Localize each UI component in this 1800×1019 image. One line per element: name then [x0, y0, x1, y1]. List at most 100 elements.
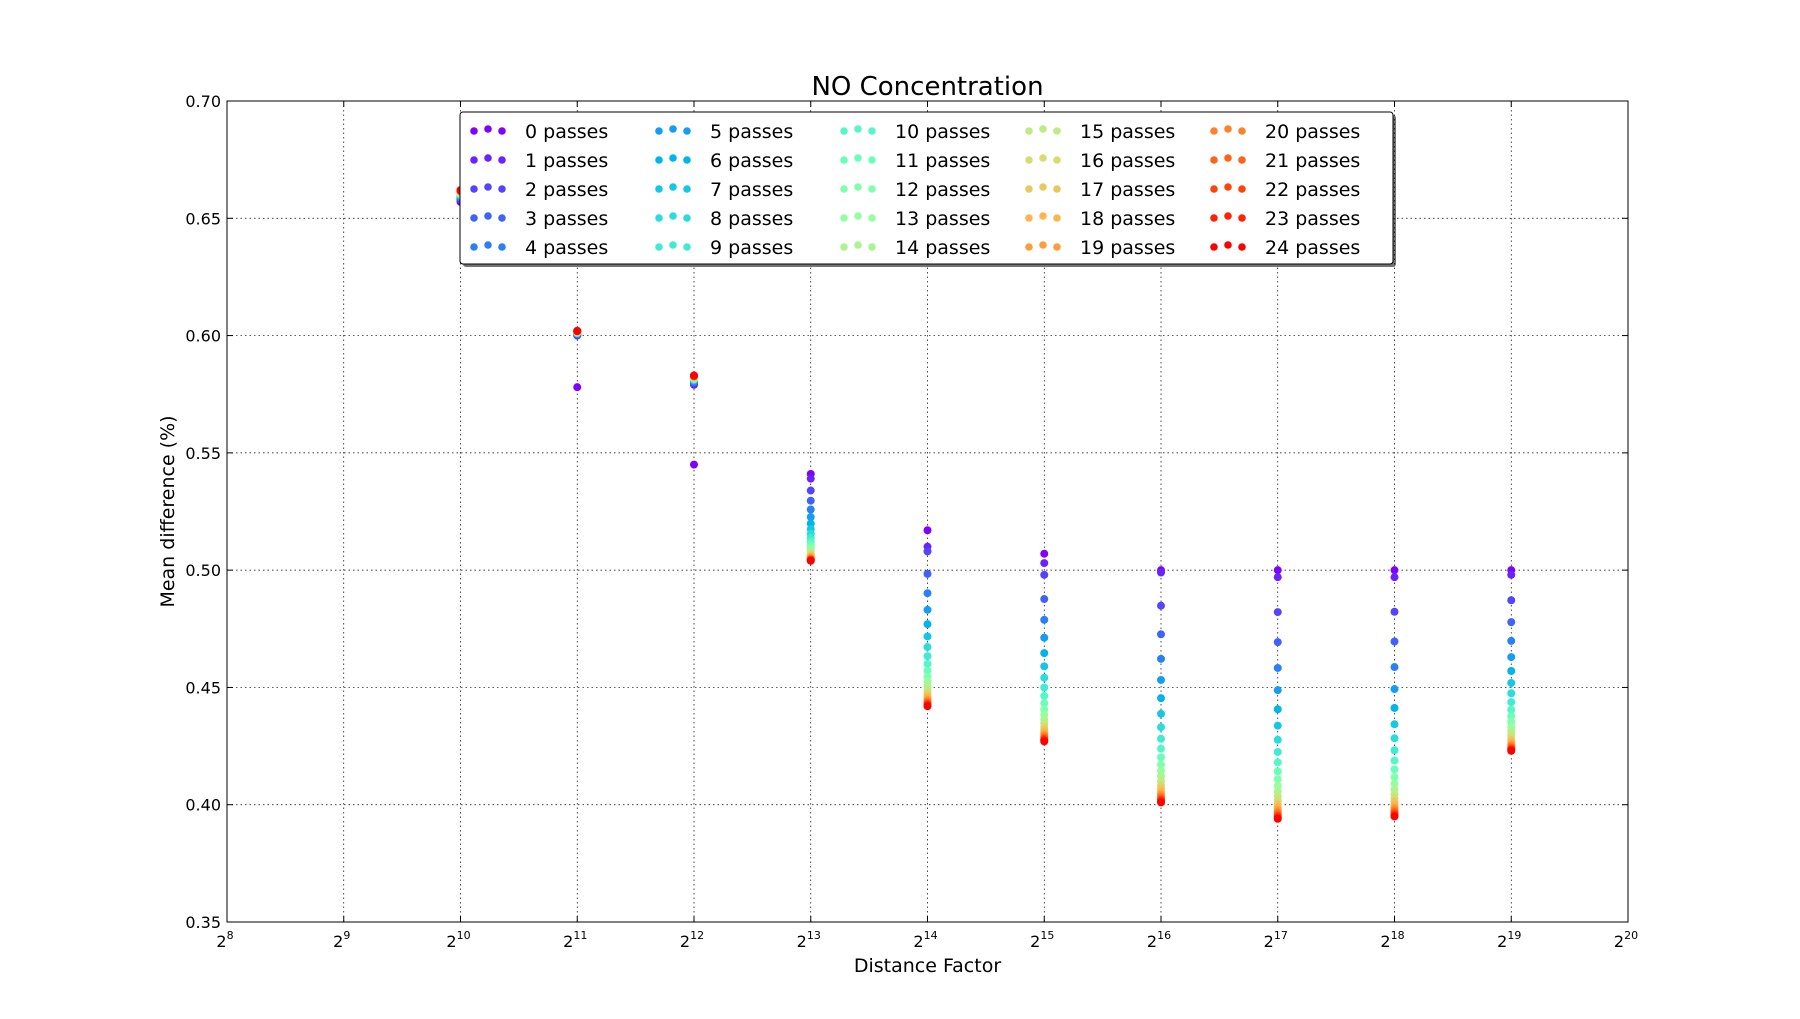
legend-marker — [498, 185, 506, 193]
data-point — [923, 547, 932, 556]
data-point — [1273, 735, 1282, 744]
data-point — [1507, 596, 1516, 605]
legend-marker — [470, 156, 478, 164]
data-point — [923, 620, 932, 629]
legend-marker — [1224, 241, 1232, 249]
data-point — [923, 589, 932, 598]
legend-item: 15 passes — [1025, 121, 1175, 143]
legend-label: 4 passes — [525, 237, 608, 259]
legend-marker — [840, 156, 848, 164]
legend: 0 passes 1 passes 2 passes 3 passes 4 passes… — [459, 111, 1396, 267]
data-point — [1273, 686, 1282, 695]
data-point — [1157, 760, 1165, 769]
legend-marker — [840, 185, 848, 193]
data-point — [1507, 712, 1516, 721]
legend-item: 9 passes — [655, 237, 793, 259]
legend-marker — [854, 241, 862, 249]
data-point — [1507, 618, 1516, 627]
data-point — [1390, 812, 1399, 821]
legend-marker — [498, 127, 506, 135]
x-tick-label: 217 — [1264, 929, 1288, 951]
legend-label: 21 passes — [1265, 150, 1360, 172]
data-point — [1273, 573, 1282, 582]
data-point — [806, 486, 815, 495]
data-point — [923, 569, 932, 578]
data-point — [806, 505, 815, 514]
data-point — [923, 643, 932, 652]
data-point — [1507, 636, 1516, 645]
data-point — [1157, 654, 1165, 663]
data-point — [1040, 662, 1049, 671]
legend-item: 24 passes — [1210, 237, 1360, 259]
legend-label: 9 passes — [710, 237, 793, 259]
data-point — [1040, 559, 1049, 568]
data-point — [1273, 721, 1282, 730]
legend-marker — [669, 241, 677, 249]
x-tick-label: 218 — [1380, 929, 1404, 951]
data-point — [1507, 678, 1516, 687]
data-point — [1390, 756, 1399, 765]
data-point — [1040, 699, 1049, 708]
data-point — [1390, 703, 1399, 712]
legend-marker — [1053, 243, 1061, 251]
x-tick-label: 213 — [797, 929, 821, 951]
legend-marker — [669, 212, 677, 220]
legend-marker — [1238, 214, 1246, 222]
data-point — [1040, 649, 1049, 658]
legend-marker — [655, 214, 663, 222]
legend-label: 14 passes — [895, 237, 990, 259]
data-point — [806, 556, 815, 565]
data-point — [923, 526, 932, 535]
legend-marker — [854, 154, 862, 162]
x-tick-label: 215 — [1030, 929, 1054, 951]
x-tick-label: 216 — [1147, 929, 1171, 951]
legend-label: 17 passes — [1080, 179, 1175, 201]
legend-marker — [1238, 185, 1246, 193]
legend-label: 0 passes — [525, 121, 608, 143]
legend-item: 20 passes — [1210, 121, 1360, 143]
legend-marker — [683, 214, 691, 222]
legend-item: 1 passes — [470, 150, 608, 172]
legend-label: 10 passes — [895, 121, 990, 143]
data-point — [1273, 781, 1282, 790]
data-point — [923, 632, 932, 641]
legend-marker — [669, 154, 677, 162]
legend-label: 16 passes — [1080, 150, 1175, 172]
legend-label: 5 passes — [710, 121, 793, 143]
data-point — [923, 605, 932, 614]
x-tick-label: 211 — [563, 929, 587, 951]
legend-label: 6 passes — [710, 150, 793, 172]
data-point — [1390, 637, 1399, 646]
x-tick-label: 28 — [216, 929, 233, 951]
legend-marker — [840, 127, 848, 135]
x-tick-label: 220 — [1614, 929, 1638, 951]
data-point — [806, 474, 815, 483]
legend-marker — [683, 185, 691, 193]
data-point — [923, 702, 932, 711]
data-point — [1507, 570, 1516, 579]
legend-item: 14 passes — [840, 237, 990, 259]
x-tick-label: 212 — [680, 929, 704, 951]
legend-item: 0 passes — [470, 121, 608, 143]
data-point — [923, 659, 932, 668]
data-point — [1390, 566, 1399, 575]
data-point — [1157, 709, 1165, 718]
legend-marker — [868, 214, 876, 222]
data-point — [573, 326, 582, 335]
legend-marker — [1053, 156, 1061, 164]
data-point — [1273, 814, 1282, 823]
legend-item: 7 passes — [655, 179, 793, 201]
data-point — [806, 496, 815, 505]
data-point — [1157, 798, 1165, 807]
legend-marker — [484, 241, 492, 249]
data-point — [1273, 705, 1282, 714]
legend-label: 8 passes — [710, 208, 793, 230]
y-tick-label: 0.35 — [185, 913, 221, 932]
legend-marker — [868, 156, 876, 164]
data-point — [1040, 570, 1049, 579]
y-tick-label: 0.60 — [185, 327, 221, 346]
legend-label: 1 passes — [525, 150, 608, 172]
legend-marker — [470, 185, 478, 193]
data-point — [573, 383, 582, 392]
legend-marker — [1210, 156, 1218, 164]
